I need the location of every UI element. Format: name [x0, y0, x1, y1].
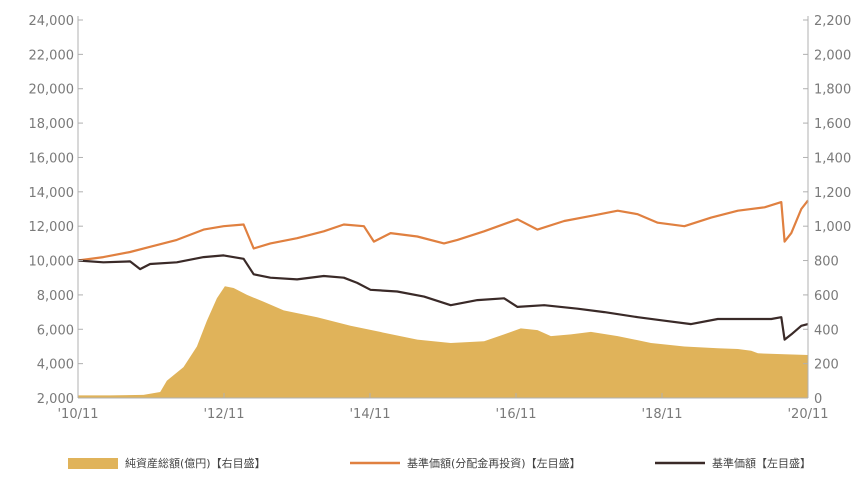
- right-tick-label: 1,400: [814, 151, 851, 166]
- x-tick-label: '10/11: [57, 407, 98, 422]
- left-tick-label: 4,000: [37, 358, 74, 373]
- right-tick-label: 600: [814, 289, 839, 304]
- right-tick-label: 2,200: [814, 14, 851, 29]
- x-tick-label: '14/11: [349, 407, 390, 422]
- left-tick-label: 22,000: [29, 48, 75, 63]
- legend: 純資産総額(億円)【右目盛】 基準価額(分配金再投資)【左目盛】 基準価額【左目盛】: [68, 456, 811, 470]
- x-tick-label: '16/11: [495, 407, 536, 422]
- legend-swatch-area: [68, 458, 118, 469]
- series-area-net-assets: [78, 286, 808, 398]
- left-tick-label: 24,000: [29, 14, 75, 29]
- right-tick-label: 1,800: [814, 83, 851, 98]
- legend-label-3: 基準価額【左目盛】: [712, 456, 811, 470]
- left-tick-label: 6,000: [37, 323, 74, 338]
- right-tick-label: 400: [814, 323, 839, 338]
- right-tick-label: 1,200: [814, 186, 851, 201]
- right-tick-label: 800: [814, 255, 839, 270]
- x-tick-label: '20/11: [787, 407, 828, 422]
- left-tick-label: 16,000: [29, 151, 75, 166]
- left-tick-label: 2,000: [37, 392, 74, 407]
- right-tick-label: 2,000: [814, 48, 851, 63]
- legend-label-2: 基準価額(分配金再投資)【左目盛】: [407, 456, 581, 470]
- line-series-layer: [77, 199, 809, 341]
- axes-layer: 2,000 4,000 6,000 8,000 10,000 12,000 14,000 16…: [29, 14, 852, 422]
- left-tick-label: 14,000: [29, 186, 75, 201]
- right-tick-label: 1,600: [814, 117, 851, 132]
- left-tick-label: 10,000: [29, 255, 75, 270]
- legend-label-1: 純資産総額(億円)【右目盛】: [125, 456, 266, 470]
- x-tick-label: '18/11: [641, 407, 682, 422]
- left-tick-label: 20,000: [29, 83, 75, 98]
- right-tick-label: 1,000: [814, 220, 851, 235]
- right-tick-label: 0: [814, 392, 822, 407]
- left-tick-label: 12,000: [29, 220, 75, 235]
- area-series-layer: [78, 286, 808, 398]
- right-tick-label: 200: [814, 358, 839, 373]
- series-line-nav-reinvested: [77, 199, 809, 262]
- left-tick-label: 8,000: [37, 289, 74, 304]
- series-line-nav: [77, 254, 809, 341]
- left-tick-label: 18,000: [29, 117, 75, 132]
- x-tick-label: '12/11: [203, 407, 244, 422]
